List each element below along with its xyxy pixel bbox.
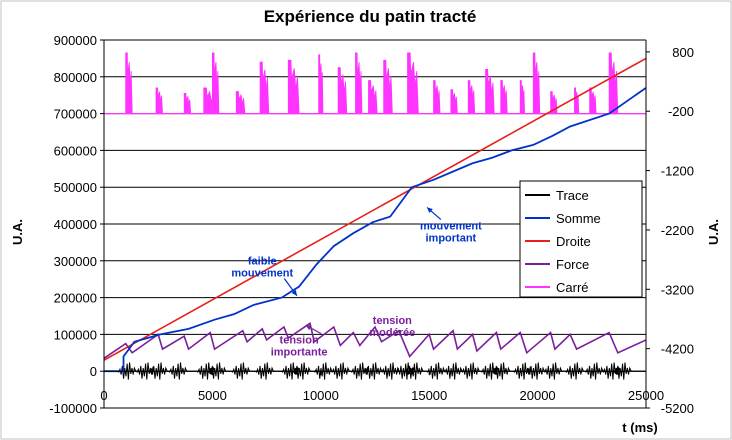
annotation-text: tension [373, 315, 412, 327]
annotation-text: tension [280, 335, 319, 347]
series-carre-burst [407, 52, 419, 114]
annotation-text: mouvement [420, 221, 482, 233]
y-tick-label: 700000 [54, 107, 97, 122]
y-tick-label: 900000 [54, 33, 97, 48]
y2-tick-label: -5200 [661, 401, 694, 416]
annotation-text: importante [271, 347, 328, 359]
series-carre-burst [574, 87, 580, 114]
y2-tick-label: -1200 [661, 164, 694, 179]
annotation-arrowhead [291, 289, 297, 296]
y-tick-label: 100000 [54, 327, 97, 342]
series-carre-burst [355, 52, 363, 114]
series-carre-burst [485, 69, 495, 114]
annotation-text: modérée [369, 327, 415, 339]
y-axis-label: U.A. [10, 219, 25, 245]
annotation-text: faible [248, 255, 277, 267]
legend-label: Force [556, 257, 589, 272]
chart-title: Expérience du patin tracté [264, 7, 477, 26]
legend-box [519, 180, 643, 298]
y-tick-label: 800000 [54, 70, 97, 85]
series-carre-burst [383, 59, 393, 114]
x-tick-label: 5000 [198, 388, 227, 403]
annotation-text: mouvement [231, 267, 293, 279]
axes: -100000 0 100000 200000 300000 400000 500000 60… [49, 33, 694, 416]
series-carre-burst [519, 80, 526, 114]
annotations: faiblemouvementmouvementimportanttension… [231, 206, 482, 359]
annotation-text: important [426, 233, 477, 245]
y-tick-label: 400000 [54, 217, 97, 232]
series-carre-burst [125, 52, 133, 114]
series-carre-burst [183, 92, 192, 114]
y2-tick-label: -2200 [661, 223, 694, 238]
y-tick-label: 600000 [54, 143, 97, 158]
series-carre-burst [450, 89, 458, 114]
x-tick-label: 15000 [411, 388, 447, 403]
y-tick-label: 0 [90, 364, 97, 379]
y-tick-label: 200000 [54, 291, 97, 306]
legend-label: Trace [556, 188, 589, 203]
series-carre-burst [368, 80, 378, 114]
y-tick-label: -100000 [49, 401, 97, 416]
y-tick-label: 300000 [54, 254, 97, 269]
annotation-arrowhead [427, 207, 433, 213]
x-tick-label: 20000 [520, 388, 556, 403]
series-carre-burst [337, 67, 348, 114]
series-carre-burst [318, 54, 324, 114]
legend-label: Carré [556, 280, 589, 295]
series-carre-burst [467, 80, 476, 114]
series-carre-burst [155, 87, 163, 114]
y2-axis-label: U.A. [706, 219, 721, 245]
legend: Trace Somme Droite Force Carré [519, 180, 643, 298]
series-carre-burst [235, 91, 246, 114]
y-tick-label: 500000 [54, 180, 97, 195]
series-carre-burst [608, 52, 619, 114]
series-carre-burst [433, 80, 441, 114]
series-force [103, 322, 647, 359]
series-droite [103, 57, 647, 361]
plot-series [103, 52, 647, 380]
x-tick-label: 10000 [303, 388, 339, 403]
y2-tick-label: -3200 [661, 282, 694, 297]
series-carre-burst [500, 80, 508, 114]
annotation-arrowhead [305, 325, 312, 331]
series-carre-burst [259, 61, 270, 114]
series-carre-burst [287, 59, 300, 114]
y2-tick-label: -200 [668, 104, 694, 119]
series-somme [104, 87, 647, 373]
legend-label: Somme [556, 211, 601, 226]
series-carre-burst [589, 87, 597, 114]
x-axis-label: t (ms) [622, 420, 657, 435]
legend-label: Droite [556, 234, 591, 249]
y2-tick-label: -4200 [661, 342, 694, 357]
series-carre-burst [532, 52, 541, 114]
y2-tick-label: 800 [672, 45, 694, 60]
series-carre-burst [211, 52, 220, 114]
